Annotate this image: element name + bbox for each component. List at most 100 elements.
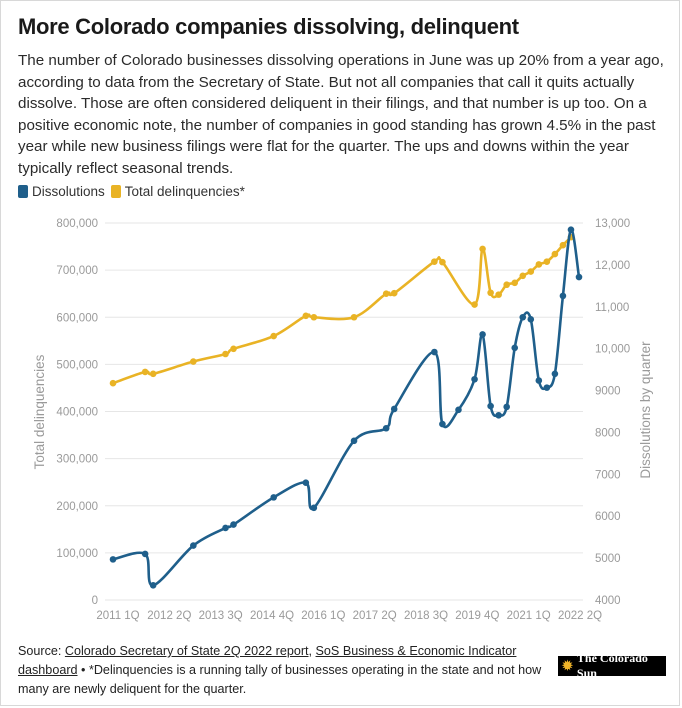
- data-point-delinquencies: [222, 350, 229, 358]
- data-point-delinquencies: [390, 289, 398, 297]
- data-point-delinquencies: [479, 245, 486, 253]
- data-point-dissolutions: [503, 403, 510, 411]
- data-point-dissolutions: [439, 420, 446, 428]
- right-axis-label: Dissolutions by quarter: [638, 341, 653, 479]
- x-tick-label: 2019 4Q: [455, 610, 499, 622]
- left-tick-label: 200,000: [56, 501, 98, 513]
- data-point-delinquencies: [382, 290, 390, 297]
- data-point-dissolutions: [535, 377, 543, 384]
- data-point-dissolutions: [390, 405, 398, 413]
- x-tick-label: 2017 2Q: [353, 610, 397, 622]
- legend-label-delinquencies: Total delinquencies*: [124, 184, 245, 199]
- left-tick-label: 300,000: [56, 454, 98, 466]
- right-tick-label: 9000: [595, 386, 621, 398]
- data-point-dissolutions: [487, 402, 494, 410]
- chart-description: The number of Colorado businesses dissol…: [18, 52, 664, 177]
- right-tick-label: 4000: [595, 595, 621, 607]
- right-tick-label: 12,000: [595, 260, 630, 272]
- x-tick-label: 2016 1Q: [301, 610, 345, 622]
- data-point-delinquencies: [543, 258, 551, 265]
- data-point-dissolutions: [479, 331, 486, 338]
- data-point-dissolutions: [511, 344, 519, 352]
- data-point-dissolutions: [270, 494, 277, 501]
- source-separator: ,: [308, 644, 316, 658]
- data-point-delinquencies: [310, 313, 318, 321]
- data-point-delinquencies: [535, 261, 543, 268]
- data-point-dissolutions: [495, 411, 502, 419]
- data-point-dissolutions: [575, 273, 583, 281]
- left-tick-label: 0: [92, 595, 98, 607]
- footer-note: Source: Colorado Secretary of State 2Q 2…: [18, 642, 548, 699]
- source-link-report[interactable]: Colorado Secretary of State 2Q 2022 repo…: [64, 644, 309, 658]
- legend-item-delinquencies[interactable]: Total delinquencies*: [110, 184, 245, 199]
- data-point-delinquencies: [350, 313, 358, 321]
- data-point-delinquencies: [487, 289, 494, 297]
- data-point-delinquencies: [270, 332, 277, 340]
- data-point-dissolutions: [302, 479, 310, 487]
- data-point-delinquencies: [141, 368, 149, 376]
- left-tick-label: 100,000: [56, 548, 98, 560]
- data-point-dissolutions: [310, 504, 318, 512]
- data-point-delinquencies: [527, 268, 535, 275]
- source-prefix: Source:: [18, 644, 65, 658]
- legend-label-dissolutions: Dissolutions: [32, 184, 105, 199]
- data-point-delinquencies: [559, 241, 567, 249]
- data-point-delinquencies: [230, 345, 237, 353]
- right-tick-label: 13,000: [595, 218, 630, 230]
- source-link-dashboard[interactable]: SoS Business & Economic Indicator dashbo…: [18, 644, 517, 677]
- legend: Dissolutions Total delinquencies*: [18, 184, 251, 199]
- data-point-delinquencies: [190, 358, 197, 365]
- left-tick-label: 700,000: [56, 265, 98, 277]
- data-point-dissolutions: [527, 316, 535, 323]
- data-point-delinquencies: [503, 281, 510, 289]
- x-tick-label: 2012 2Q: [147, 610, 191, 622]
- legend-swatch-delinquencies: [110, 185, 121, 198]
- x-tick-label: 2022 2Q: [558, 610, 602, 622]
- legend-swatch-dissolutions: [18, 185, 28, 198]
- x-tick-label: 2014 4Q: [250, 610, 294, 622]
- right-tick-label: 5000: [595, 553, 621, 565]
- x-axis-ticks: 2011 1Q 2012 2Q 2013 3Q 2014 4Q 2016 1Q 2017 …: [96, 610, 602, 622]
- data-point-dissolutions: [222, 524, 229, 532]
- left-tick-label: 800,000: [56, 218, 98, 230]
- data-point-delinquencies: [431, 258, 438, 265]
- x-tick-label: 2011 1Q: [96, 610, 139, 622]
- left-tick-label: 500,000: [56, 359, 98, 371]
- right-tick-label: 6000: [595, 511, 621, 523]
- data-point-delinquencies: [511, 279, 519, 287]
- data-point-dissolutions: [230, 521, 237, 528]
- right-tick-label: 8000: [595, 427, 621, 439]
- data-point-dissolutions: [455, 406, 462, 414]
- data-point-dissolutions: [149, 582, 157, 589]
- data-point-delinquencies: [439, 258, 446, 266]
- series-layer: [109, 226, 583, 589]
- data-point-dissolutions: [543, 384, 551, 391]
- right-tick-label: 11,000: [595, 302, 629, 314]
- data-point-dissolutions: [567, 226, 575, 234]
- logo-text: The Colorado Sun: [576, 651, 648, 680]
- data-point-delinquencies: [495, 291, 502, 298]
- publisher-logo[interactable]: ✹ The Colorado Sun: [558, 651, 666, 680]
- data-point-dissolutions: [471, 375, 478, 383]
- right-tick-label: 10,000: [595, 344, 630, 356]
- data-point-dissolutions: [551, 370, 559, 378]
- legend-item-dissolutions[interactable]: Dissolutions: [18, 184, 105, 199]
- chart-title: More Colorado companies dissolving, deli…: [18, 14, 519, 39]
- series-line-delinquencies: [111, 235, 573, 385]
- data-point-delinquencies: [519, 272, 527, 280]
- footnote-text: • *Delinquencies is a running tally of b…: [18, 663, 542, 696]
- data-point-delinquencies: [149, 370, 157, 378]
- data-point-dissolutions: [190, 542, 197, 549]
- right-tick-label: 7000: [595, 469, 621, 481]
- data-point-delinquencies: [109, 379, 117, 387]
- x-tick-label: 2018 3Q: [404, 610, 448, 622]
- data-point-dissolutions: [382, 424, 390, 432]
- chart-svg: 0 100,000 200,000 300,000 400,000 500,000 600,…: [32, 218, 653, 622]
- right-axis-ticks: 4000 5000 6000 7000 8000 9000 10,000 11,000 12,0…: [595, 218, 630, 607]
- data-point-dissolutions: [431, 348, 438, 356]
- data-point-dissolutions: [109, 556, 117, 563]
- left-tick-label: 400,000: [56, 407, 98, 419]
- data-point-delinquencies: [471, 301, 478, 308]
- sun-icon: ✹: [562, 658, 573, 673]
